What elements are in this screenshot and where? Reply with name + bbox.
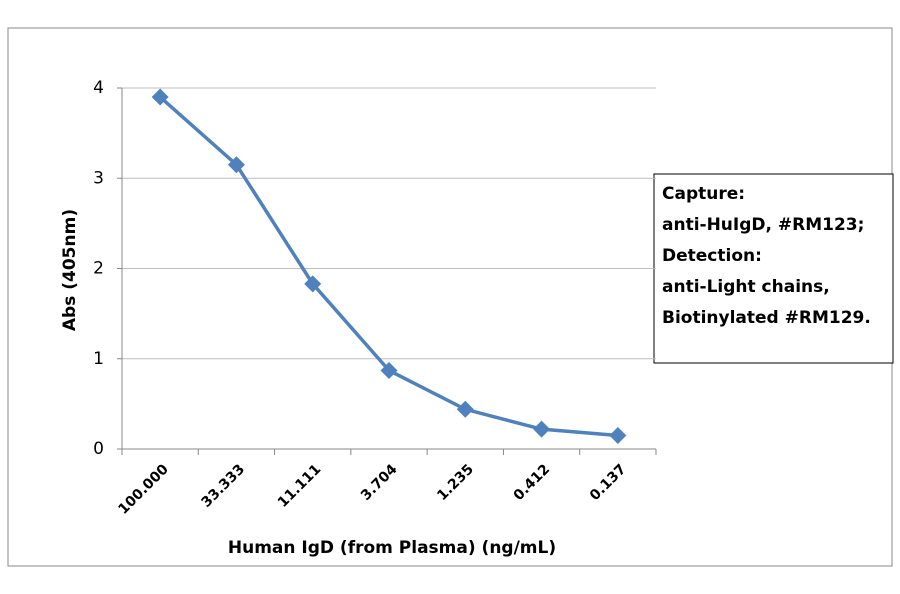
y-tick-label: 0 xyxy=(93,439,104,459)
marker xyxy=(533,420,551,438)
y-tick-label: 2 xyxy=(93,259,104,279)
annotation-line: Biotinylated #RM129. xyxy=(662,308,871,328)
annotation-line: Capture: xyxy=(662,184,745,204)
marker xyxy=(151,88,169,106)
marker xyxy=(456,400,474,418)
y-tick-label: 4 xyxy=(93,78,104,98)
marker xyxy=(304,275,322,293)
annotation-line: anti-Light chains, xyxy=(662,277,830,297)
y-tick-label: 1 xyxy=(93,349,104,369)
annotation-box xyxy=(653,173,894,364)
y-tick-label: 3 xyxy=(93,168,104,188)
marker xyxy=(380,361,398,379)
y-axis-title: Abs (405nm) xyxy=(60,209,80,331)
annotation-line: Detection: xyxy=(662,246,762,266)
marker xyxy=(227,156,245,174)
x-axis-title: Human IgD (from Plasma) (ng/mL) xyxy=(228,538,556,558)
annotation-line: anti-HuIgD, #RM123; xyxy=(662,215,864,235)
marker xyxy=(609,426,627,444)
